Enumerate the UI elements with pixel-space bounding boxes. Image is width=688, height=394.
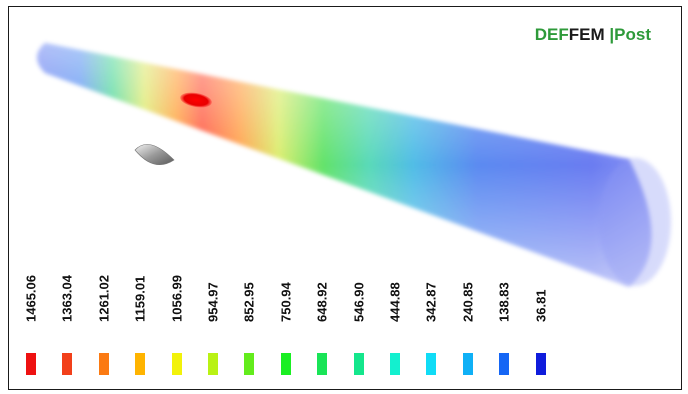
legend-value-label: 240.85 (460, 282, 476, 322)
legend-color-swatch (135, 353, 146, 375)
legend-color-swatch (98, 353, 109, 375)
legend-color-swatch (353, 353, 364, 375)
gray-lens-object (134, 144, 175, 165)
legend-entry: 1465.06 (23, 269, 39, 379)
deffem-post-logo: DEFFEM |Post (535, 25, 651, 45)
legend-entry: 240.85 (460, 269, 476, 379)
legend-value-label: 648.92 (314, 282, 330, 322)
legend-value-label: 1363.04 (59, 275, 75, 322)
legend-value-label: 1465.06 (23, 275, 39, 322)
legend-color-swatch (535, 353, 546, 375)
legend-color-swatch (26, 353, 36, 375)
legend-value-label: 1159.01 (132, 275, 148, 322)
legend-entry: 1363.04 (59, 269, 75, 379)
legend-color-swatch (208, 353, 218, 375)
legend-entry: 648.92 (314, 269, 330, 379)
legend-value-label: 852.95 (241, 282, 257, 322)
legend-value-label: 750.94 (278, 282, 294, 322)
legend-entry: 1261.02 (96, 269, 112, 379)
cone-body (37, 43, 652, 287)
logo-fem-text: FEM (568, 25, 605, 44)
legend-color-swatch (426, 353, 437, 375)
legend-value-label: 36.81 (533, 289, 549, 322)
cone-end-cap (599, 158, 671, 286)
legend-color-swatch (499, 353, 510, 375)
legend-color-swatch (390, 353, 400, 375)
legend-color-swatch (244, 353, 255, 375)
legend-entry: 954.97 (205, 269, 221, 379)
legend-value-label: 546.90 (351, 282, 367, 322)
legend-color-swatch (462, 353, 473, 375)
legend-color-swatch (280, 353, 291, 375)
legend-color-swatch (171, 353, 182, 375)
legend-value-label: 1261.02 (96, 275, 112, 322)
logo-def-text: DEF (534, 25, 569, 44)
legend-value-label: 138.83 (496, 282, 512, 322)
legend-value-label: 1056.99 (169, 275, 185, 322)
render-viewport[interactable]: DEFFEM |Post 1465.06 1363.04 1261.02 1159.0… (8, 6, 682, 390)
legend-value-label: 342.87 (423, 282, 439, 322)
fem-contour-scene[interactable] (9, 7, 681, 389)
legend-color-swatch (317, 353, 328, 375)
legend-color-swatch (62, 353, 73, 375)
logo-post-text: |Post (604, 25, 651, 44)
legend-entry: 1056.99 (169, 269, 185, 379)
legend-value-label: 444.88 (387, 282, 403, 322)
hot-spot (180, 92, 212, 108)
legend-entry: 138.83 (496, 269, 512, 379)
legend-entry: 444.88 (387, 269, 403, 379)
legend-value-label: 954.97 (205, 282, 221, 322)
legend-entry: 546.90 (351, 269, 367, 379)
legend-entry: 342.87 (423, 269, 439, 379)
legend-entry: 36.81 (533, 269, 549, 379)
legend-entry: 750.94 (278, 269, 294, 379)
legend-entry: 1159.01 (132, 269, 148, 379)
legend-entry: 852.95 (241, 269, 257, 379)
